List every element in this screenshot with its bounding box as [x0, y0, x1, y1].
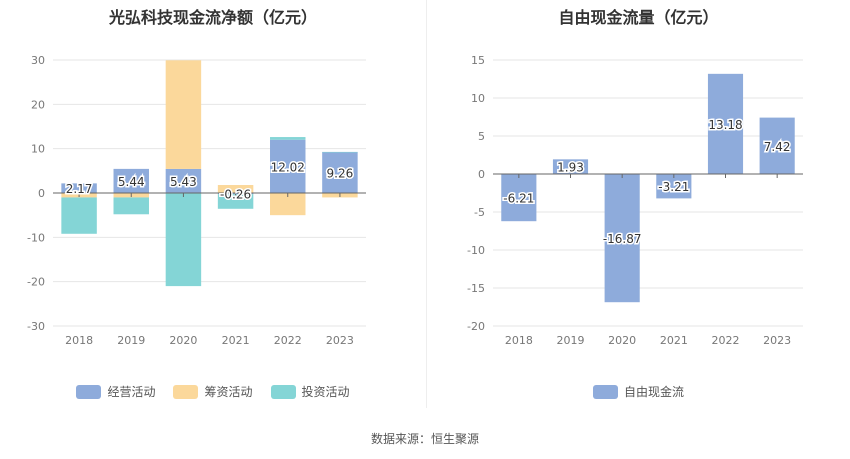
x-tick-label: 2021: [660, 334, 688, 347]
data-label: 12.02: [271, 160, 305, 174]
legend-item[interactable]: 自由现金流: [592, 383, 684, 400]
y-tick-label: -20: [467, 320, 485, 333]
bar-primary: [165, 168, 202, 193]
x-tick-label: 2020: [169, 334, 197, 347]
data-label: 9.26: [327, 166, 354, 180]
y-tick-label: 0: [38, 187, 45, 200]
data-label: 5.43: [170, 175, 197, 189]
data-label: -0.26: [220, 188, 251, 202]
chart-title: 光弘科技现金流净额（亿元）: [108, 8, 317, 27]
bar-series-2: [322, 151, 358, 153]
y-tick-label: -5: [474, 206, 485, 219]
bar-primary: [61, 183, 97, 193]
y-tick-label: -20: [27, 276, 45, 289]
x-tick-label: 2023: [763, 334, 791, 347]
data-label: 13.18: [708, 118, 742, 132]
data-label: -16.87: [603, 232, 642, 246]
data-label: 1.93: [557, 161, 584, 175]
x-tick-label: 2023: [326, 334, 354, 347]
y-tick-label: 15: [471, 54, 485, 67]
bar-primary: [552, 159, 589, 174]
y-tick-label: 10: [31, 143, 45, 156]
bar-primary: [604, 174, 640, 303]
chart-legend: 经营活动 筹资活动 投资活动: [0, 383, 426, 400]
x-tick-label: 2019: [117, 334, 145, 347]
bar-series-2: [61, 197, 97, 234]
cashflow-chart: 30 20 10 0 -10 -20 -30 2018 2019 2020 2021 2022 2023…: [27, 54, 366, 347]
chart-legend: 自由现金流: [427, 383, 850, 400]
legend-label: 筹资活动: [204, 385, 253, 399]
bar-primary: [322, 151, 358, 193]
legend-swatch: [592, 384, 618, 399]
y-tick-label: 20: [31, 98, 45, 111]
cashflow-chart-panel: 光弘科技现金流净额（亿元） 30 20 10 0 -10 -20 -30 2018 2019 20…: [0, 0, 426, 410]
y-tick-label: 5: [478, 130, 485, 143]
bar-primary: [270, 139, 306, 193]
x-tick-label: 2018: [65, 334, 93, 347]
data-label: 2.17: [66, 182, 93, 196]
y-tick-label: -10: [27, 231, 45, 244]
bar-series-2: [165, 193, 202, 287]
bar-primary: [656, 174, 692, 199]
chart-title: 自由现金流量（亿元）: [558, 8, 719, 27]
legend-item[interactable]: 投资活动: [270, 383, 350, 400]
legend-label: 投资活动: [301, 385, 350, 399]
fcf-chart: 15 10 5 0 -5 -10 -15 -20 2018 2019 2020 2021 2022 202…: [467, 54, 803, 347]
bar-series-2: [113, 197, 149, 215]
x-tick-label: 2021: [222, 334, 250, 347]
y-tick-label: -30: [27, 320, 45, 333]
bar-series-1: [165, 60, 202, 169]
legend-item[interactable]: 筹资活动: [173, 383, 253, 400]
fcf-chart-panel: 自由现金流量（亿元） 15 10 5 0 -5 -10 -15 -20 2018 2019 2020…: [427, 0, 850, 410]
legend-swatch: [173, 384, 199, 399]
x-tick-label: 2022: [712, 334, 740, 347]
legend-swatch: [270, 384, 296, 399]
legend-swatch: [76, 384, 102, 399]
legend-label: 自由现金流: [623, 385, 684, 399]
bar-series-2: [217, 194, 254, 209]
x-tick-label: 2020: [608, 334, 636, 347]
y-tick-label: 0: [478, 168, 485, 181]
data-label: -3.21: [658, 180, 689, 194]
bar-primary: [707, 73, 744, 174]
bar-series-1: [217, 185, 254, 193]
bar-series-2: [270, 137, 306, 140]
y-tick-label: 30: [31, 54, 45, 67]
x-tick-label: 2018: [505, 334, 533, 347]
y-tick-label: -10: [467, 244, 485, 257]
bar-series-1: [270, 193, 306, 216]
data-label: 7.42: [764, 140, 791, 154]
x-tick-label: 2022: [274, 334, 302, 347]
y-tick-label: 10: [471, 92, 485, 105]
legend-item[interactable]: 经营活动: [76, 383, 155, 400]
x-tick-label: 2019: [557, 334, 585, 347]
bar-primary: [759, 117, 795, 174]
y-tick-label: -15: [467, 282, 485, 295]
legend-label: 经营活动: [107, 385, 156, 399]
data-label: 5.44: [118, 175, 145, 189]
data-source: 数据来源：恒生聚源: [370, 432, 479, 446]
bar-primary: [501, 174, 537, 222]
data-label: -6.21: [503, 192, 534, 206]
bar-primary: [113, 168, 149, 193]
panel-divider: [426, 0, 427, 408]
